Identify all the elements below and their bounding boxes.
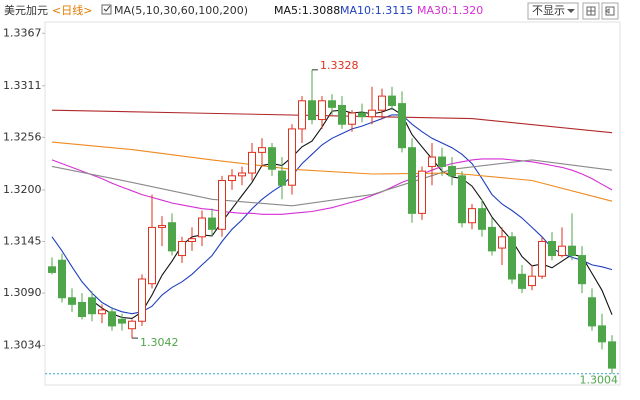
candle-body [478,208,486,230]
candle-body [568,245,576,257]
last-price-label: 1.3004 [580,374,619,387]
candle-body [238,172,246,177]
candle-body [408,147,416,214]
candle-body [338,104,346,125]
dropdown-arrow [567,9,575,13]
candle-body [188,238,196,242]
candle-body [328,100,336,108]
y-tick-label: 1.3145 [3,234,42,247]
dropdown[interactable] [527,2,579,20]
ma-line [51,158,613,215]
candle-body [48,266,56,273]
candle-body [448,165,456,177]
candle-body [368,109,376,118]
candle-body [58,259,66,299]
expand-icon [605,6,615,16]
y-tick-label: 1.3367 [3,26,42,39]
candle-body [308,100,316,121]
candle-body [118,318,126,324]
candle-body [398,103,406,149]
period: <日线> [52,3,92,17]
candle-body [598,325,606,343]
candle-body [508,236,516,280]
candle-body [608,341,616,369]
header: 美元加元 <日线> MA(5,10,30,60,100,200) MA5:1.3… [4,2,619,20]
candle-body [498,236,506,249]
candle-body [78,301,86,318]
candle-body [228,175,236,182]
ma-value: MA10:1.3115 [340,4,413,17]
ma-line [51,109,613,134]
candle-body [148,226,156,285]
candle-body [138,278,146,322]
candle-body [248,151,256,174]
candle-body [438,156,446,167]
candle-body [348,112,356,125]
candle-body [418,170,426,214]
candle-body [358,112,366,118]
candle-body [108,311,116,327]
candle-body [378,95,386,111]
min-label: 1.3042 [140,336,179,349]
grid-icon [586,6,596,16]
y-tick-label: 1.3090 [3,286,42,299]
ma-value: MA30:1.320 [417,4,483,17]
candle-body [128,320,136,330]
y-tick-label: 1.3256 [3,130,42,143]
candle-body [428,156,436,167]
candle-body [218,180,226,230]
plot-frame [44,21,621,386]
candle-body [518,273,526,289]
y-tick-label: 1.3200 [3,183,42,196]
candle-body [538,240,546,277]
check-icon [103,5,111,12]
candle-body [578,255,586,285]
ma-line [51,159,613,207]
candle-body [468,208,476,224]
candle-body [588,297,596,327]
candle-body [258,147,266,153]
candle-body [558,245,566,257]
candle-body [158,225,166,228]
candle-body [278,170,286,186]
expand-button[interactable] [601,2,619,20]
ma-checkbox[interactable] [101,4,112,15]
candle-body [458,175,466,224]
ma-spec: MA(5,10,30,60,100,200) [114,4,248,17]
y-tick-label: 1.3311 [3,79,42,92]
candle-body [208,217,216,230]
symbol: 美元加元 [4,4,48,17]
candle-body [178,240,186,257]
candle-body [168,222,176,252]
candle-body [68,297,76,305]
candle-body [288,128,296,186]
dropdown-label: 不显示 [532,4,565,17]
ma-line [51,141,613,202]
candle-body [488,226,496,252]
candle-body [548,240,556,257]
candle-body [528,275,536,287]
candle-body [318,100,326,121]
ma-value: MA5:1.3088 [274,4,340,17]
candle-body [98,309,106,315]
candle-body [198,217,206,238]
max-label: 1.3328 [320,59,359,72]
candle-body [298,100,306,130]
candle-body [268,147,276,170]
candle-body [388,95,396,106]
y-tick-label: 1.3034 [3,339,42,352]
candle-body [88,297,96,315]
